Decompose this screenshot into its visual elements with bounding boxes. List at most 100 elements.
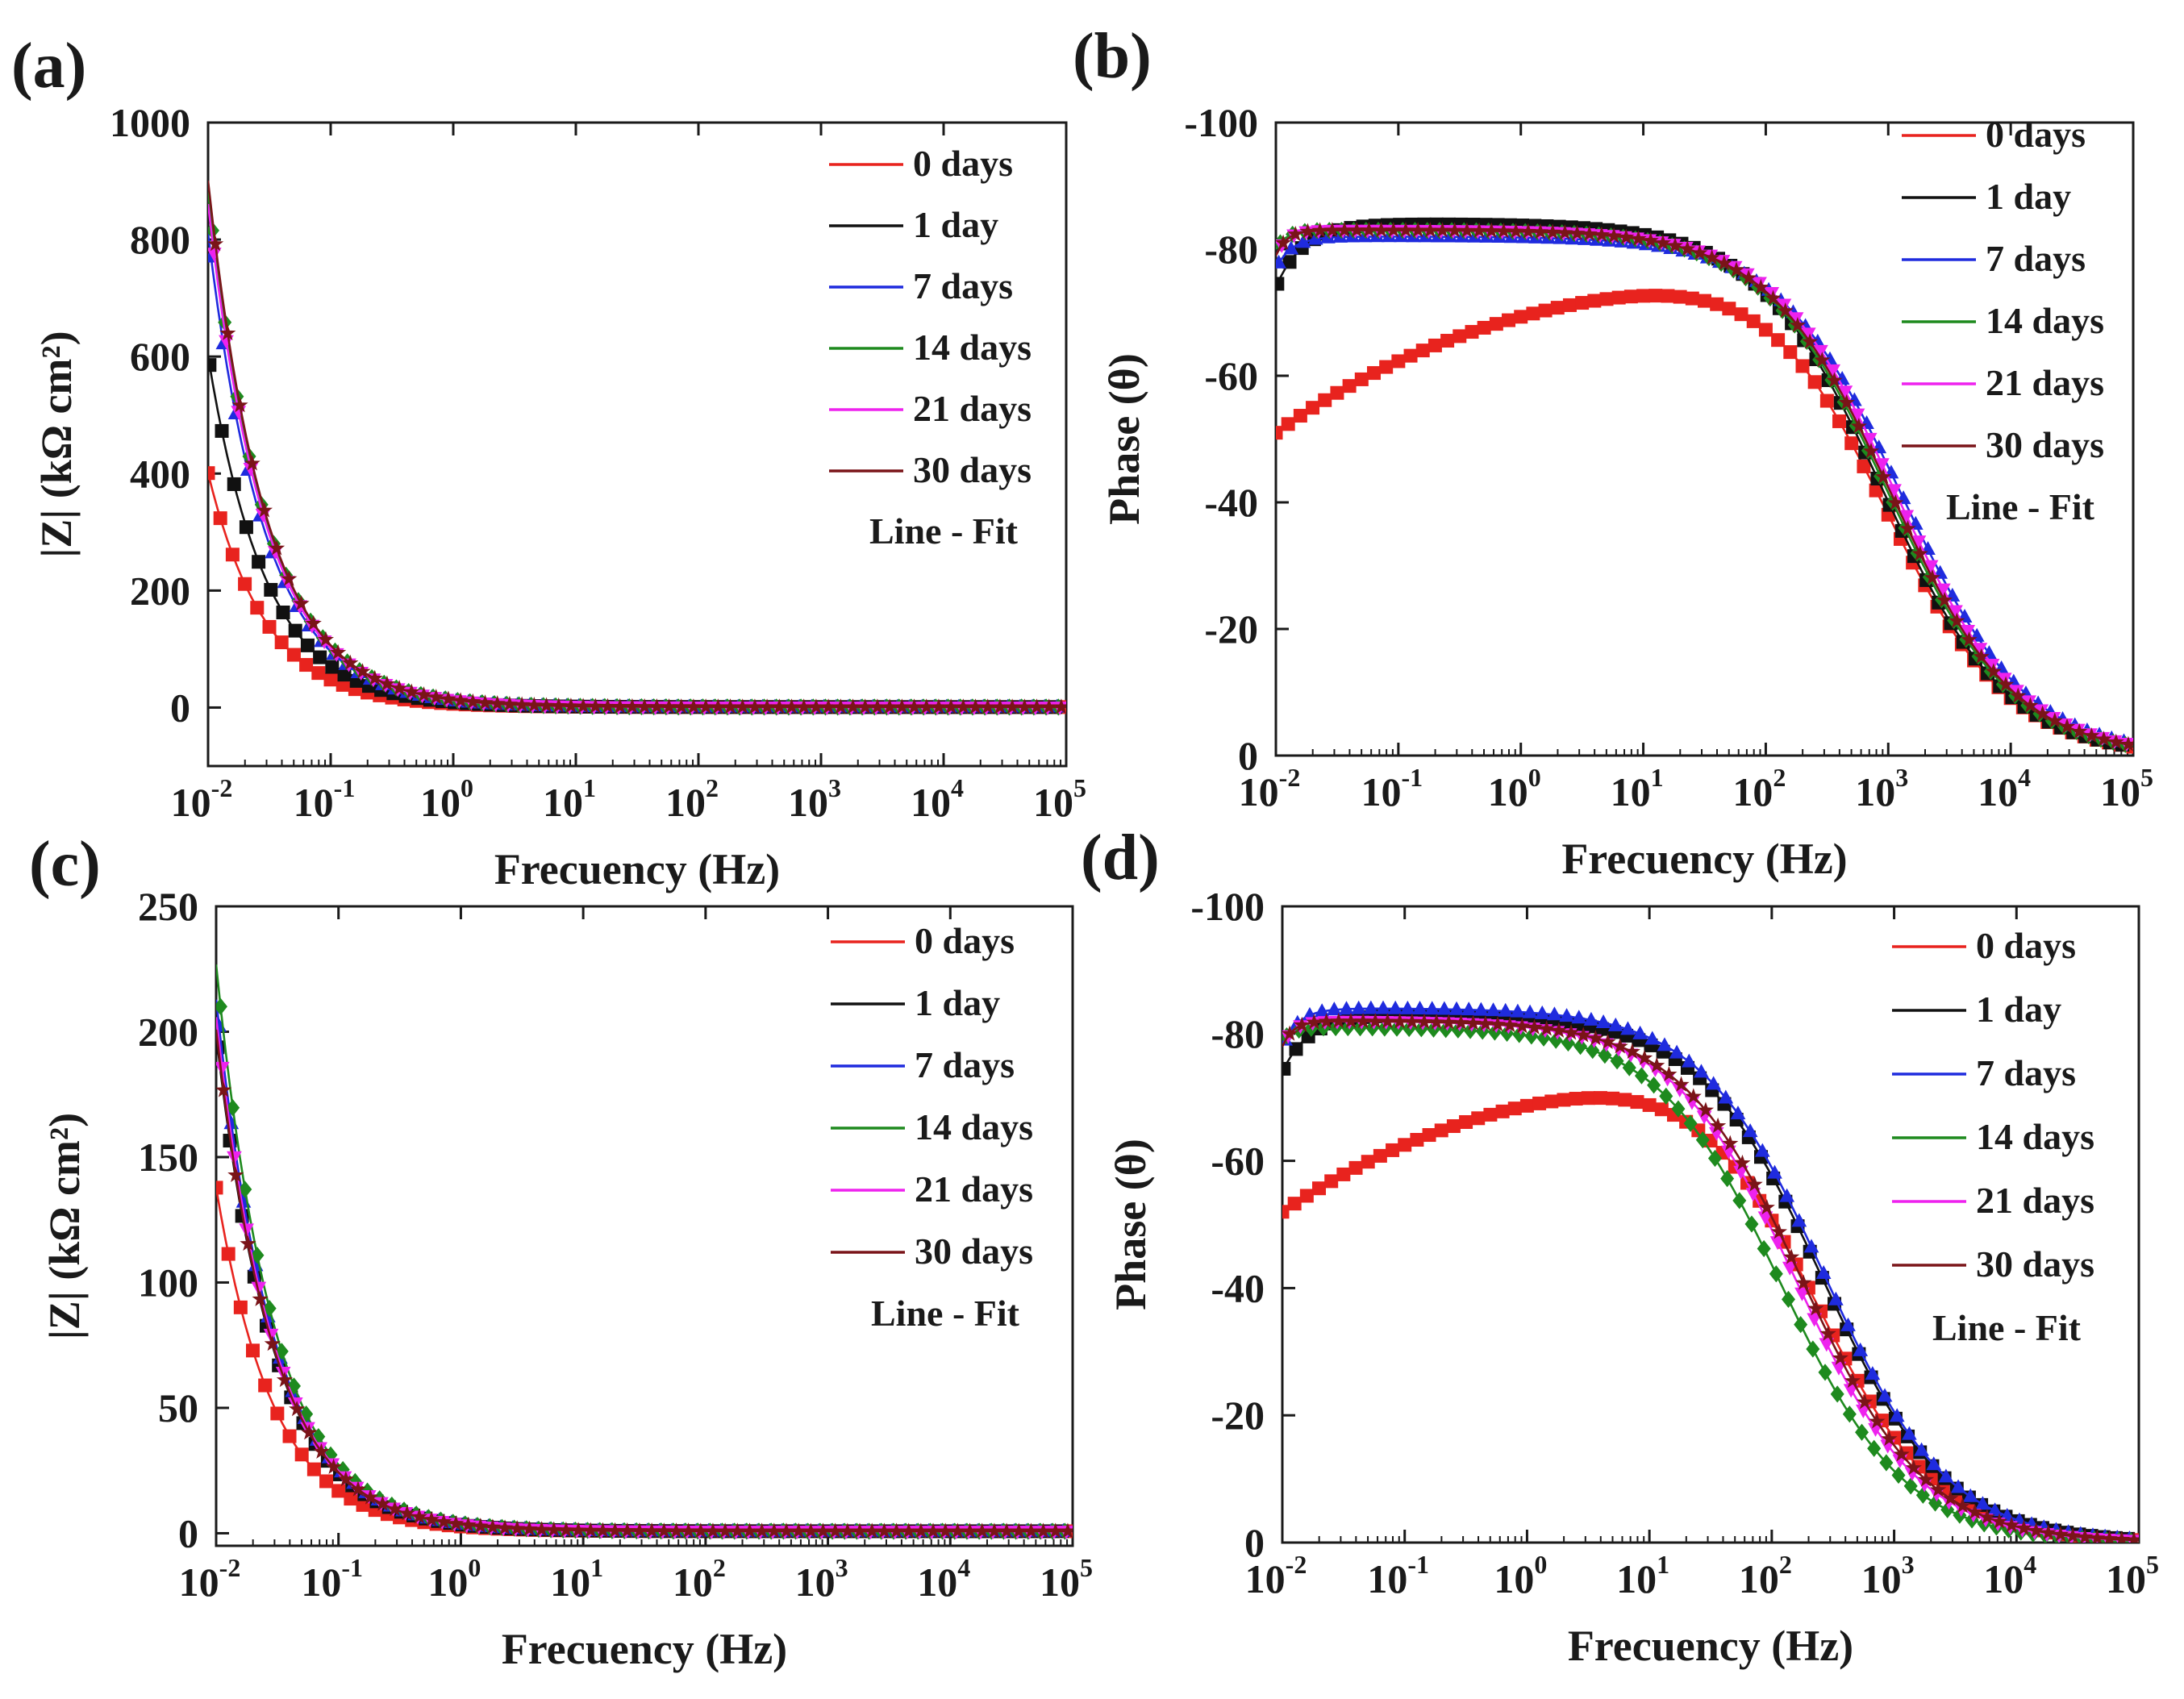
data-point: [1375, 1000, 1391, 1014]
data-point: [1363, 1000, 1379, 1014]
data-point: [1470, 222, 1488, 238]
x-tick-label: 100: [420, 773, 473, 825]
data-point: [1744, 1215, 1759, 1233]
data-point: [1023, 1522, 1040, 1539]
data-point: [582, 1522, 599, 1538]
data-point: [1758, 1198, 1775, 1215]
data-point: [1791, 1213, 1807, 1227]
data-point: [1703, 249, 1720, 265]
data-point: [1495, 1104, 1510, 1118]
data-point: [661, 698, 677, 714]
x-tick-label: 103: [1861, 1550, 1915, 1601]
data-point: [1620, 1021, 1636, 1035]
data-point: [489, 695, 506, 711]
series-21-days: [216, 1017, 1073, 1540]
data-point: [599, 698, 616, 714]
legend-label: 0 days: [1976, 925, 2076, 966]
data-point: [1891, 1466, 1906, 1485]
data-point: [1557, 1093, 1571, 1107]
data-point: [1975, 1496, 1990, 1510]
data-point: [1355, 1012, 1372, 1029]
data-point: [1440, 1014, 1457, 1030]
data-point: [2071, 722, 2088, 739]
data-point: [2052, 1526, 2069, 1542]
legend-label: 21 days: [1986, 362, 2104, 403]
data-point: [1282, 1061, 1291, 1076]
plot-frame: [1281, 905, 2140, 1544]
data-point: [538, 697, 555, 713]
data-point: [1869, 1413, 1886, 1429]
data-point: [1826, 372, 1843, 388]
data-point: [1458, 222, 1475, 238]
data-point: [1857, 459, 1871, 473]
data-point: [1410, 1133, 1424, 1147]
data-point: [1777, 302, 1794, 319]
data-point: [2010, 687, 2027, 703]
data-point: [1764, 286, 1780, 301]
data-point: [759, 698, 776, 714]
data-point: [311, 666, 326, 681]
data-point: [216, 1081, 232, 1097]
data-point: [1630, 230, 1647, 246]
data-point: [1914, 1442, 1929, 1456]
data-point: [1769, 1265, 1783, 1283]
data-point: [1887, 494, 1904, 510]
data-point: [827, 1522, 844, 1539]
data-point: [1289, 1042, 1303, 1056]
data-point: [1502, 1016, 1519, 1033]
chart-panel-b: 10-2 10-1 100 101 102 103 104 105 0 -20 -40 -60 -80 -…: [1100, 100, 2153, 883]
data-point: [1849, 408, 1865, 423]
data-point: [1351, 1000, 1367, 1014]
data-point: [1593, 1091, 1607, 1106]
data-point: [274, 635, 289, 650]
data-point: [802, 1522, 819, 1539]
data-point: [526, 697, 543, 713]
data-point: [1336, 1167, 1351, 1181]
data-point: [216, 1181, 223, 1195]
x-axis-title: Frecuency (Hz): [1568, 1622, 1853, 1670]
legend-label: 30 days: [913, 449, 1032, 490]
data-point: [378, 675, 396, 691]
data-point: [673, 698, 690, 714]
data-point: [1795, 1274, 1812, 1290]
data-point: [1507, 223, 1524, 239]
data-point: [1685, 1088, 1702, 1104]
data-point: [270, 1406, 285, 1421]
series-0-days: [208, 466, 1066, 714]
data-point: [1587, 294, 1602, 308]
plot-area: [1276, 217, 2133, 754]
x-tick-label: 10-1: [301, 1553, 363, 1605]
legend-label: 1 day: [1986, 176, 2071, 217]
data-point: [973, 1522, 990, 1539]
data-point: [1938, 1468, 1954, 1483]
data-point: [1715, 255, 1732, 271]
x-tick-label: 102: [1732, 763, 1786, 814]
data-point: [1691, 244, 1708, 260]
y-tick-label: 800: [130, 217, 190, 262]
data-point: [238, 1181, 252, 1198]
data-point: [1495, 223, 1512, 239]
data-point: [1618, 228, 1635, 244]
data-point: [227, 1151, 242, 1165]
legend-note: Line - Fit: [871, 1293, 1020, 1334]
data-point: [427, 689, 444, 705]
data-point: [1644, 1031, 1661, 1045]
data-point: [239, 1223, 254, 1238]
data-point: [2058, 718, 2076, 734]
data-point: [1461, 1001, 1477, 1016]
data-point: [226, 1099, 240, 1117]
data-point: [1598, 1046, 1612, 1064]
data-point: [1794, 1287, 1810, 1301]
data-point: [1004, 698, 1021, 714]
data-point: [1734, 307, 1748, 322]
data-point: [1862, 443, 1880, 459]
data-point: [216, 997, 227, 1015]
plot-area: [216, 964, 1073, 1540]
data-point: [1783, 345, 1798, 360]
data-point: [403, 683, 420, 699]
data-point: [1843, 1384, 1859, 1398]
data-point: [1446, 1119, 1461, 1134]
data-point: [1483, 222, 1500, 239]
data-point: [1926, 1456, 1942, 1471]
data-point: [1028, 698, 1045, 714]
